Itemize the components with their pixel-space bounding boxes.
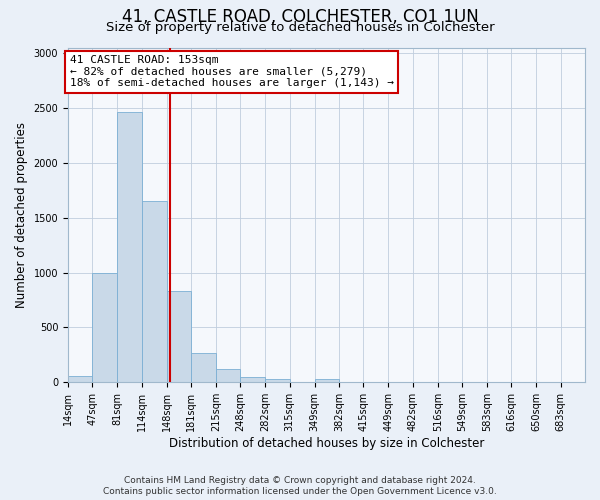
Text: 41 CASTLE ROAD: 153sqm
← 82% of detached houses are smaller (5,279)
18% of semi-: 41 CASTLE ROAD: 153sqm ← 82% of detached… <box>70 55 394 88</box>
Bar <box>241 377 265 382</box>
Bar <box>118 112 142 382</box>
Bar <box>216 369 241 382</box>
Bar <box>68 376 92 382</box>
Bar <box>191 354 216 382</box>
Bar <box>142 201 167 382</box>
X-axis label: Distribution of detached houses by size in Colchester: Distribution of detached houses by size … <box>169 437 484 450</box>
Text: Contains public sector information licensed under the Open Government Licence v3: Contains public sector information licen… <box>103 487 497 496</box>
Text: 41, CASTLE ROAD, COLCHESTER, CO1 1UN: 41, CASTLE ROAD, COLCHESTER, CO1 1UN <box>122 8 478 26</box>
Text: Size of property relative to detached houses in Colchester: Size of property relative to detached ho… <box>106 21 494 34</box>
Bar <box>315 378 339 382</box>
Y-axis label: Number of detached properties: Number of detached properties <box>15 122 28 308</box>
Bar <box>92 272 118 382</box>
Bar <box>265 379 290 382</box>
Text: Contains HM Land Registry data © Crown copyright and database right 2024.: Contains HM Land Registry data © Crown c… <box>124 476 476 485</box>
Bar <box>167 291 191 382</box>
